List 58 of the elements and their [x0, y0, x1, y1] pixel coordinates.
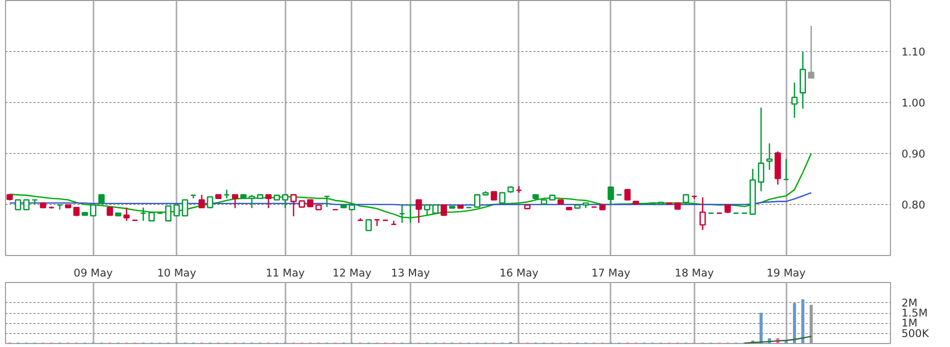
y-tick-label: 2M: [902, 296, 918, 310]
candlestick: [366, 219, 372, 232]
candlestick: [165, 205, 172, 222]
candlestick: [265, 194, 272, 209]
candlestick: [14, 199, 22, 210]
x-tick-label: 09 May: [74, 266, 113, 280]
x-tick-label: 12 May: [332, 266, 372, 280]
candlestick: [282, 194, 288, 209]
x-tick-label: 10 May: [157, 266, 196, 280]
candlestick: [424, 204, 430, 216]
candlestick: [198, 194, 205, 208]
x-tick-label: 19 May: [766, 266, 806, 280]
x-tick-label: 18 May: [674, 266, 714, 280]
candlestick: [398, 204, 406, 224]
candlestick: [474, 194, 480, 208]
candlestick: [782, 158, 790, 180]
x-tick-label: 16 May: [499, 266, 538, 280]
bar: [760, 312, 763, 344]
candlestick: [140, 206, 146, 222]
candlestick: [682, 194, 690, 205]
candlestick: [499, 192, 506, 205]
candlestick: [324, 196, 330, 208]
line-series: [9, 152, 812, 218]
candlestick: [791, 82, 798, 118]
candlestick: [248, 194, 255, 209]
bar: [801, 299, 804, 344]
line-series: [744, 336, 812, 344]
candlestick: [699, 196, 706, 231]
candlestick: [190, 194, 197, 200]
candlestick: [174, 204, 180, 216]
bar: [784, 340, 788, 344]
y-tick-label: 0.90: [902, 148, 926, 160]
candlestick: [290, 194, 297, 217]
candlestick: [608, 186, 614, 206]
candlestick: [32, 199, 38, 205]
candlestick: [766, 142, 773, 170]
candlestick: [206, 196, 214, 208]
candlestick: [624, 189, 631, 201]
y-tick-label: 0.80: [902, 198, 926, 212]
y-tick-label: 1.10: [902, 46, 926, 58]
candlestick: [123, 206, 130, 222]
candlestick: [23, 199, 30, 210]
candlestick: [691, 196, 698, 200]
x-tick-label: 13 May: [390, 266, 430, 280]
candlestick: [800, 51, 806, 110]
y-tick-label: 1.5M: [902, 306, 928, 320]
candlestick: [440, 204, 447, 216]
candlestick: [90, 204, 96, 216]
candlestick: [182, 199, 188, 216]
bar: [792, 302, 796, 344]
candlestick: [416, 199, 422, 224]
candlestick: [758, 106, 764, 192]
candlestick: [224, 189, 230, 200]
y-tick-label: 1.00: [902, 96, 926, 110]
candlestick: [407, 204, 414, 224]
x-tick-label: 11 May: [266, 266, 305, 280]
x-tick-label: 17 May: [591, 266, 630, 280]
candlestick: [232, 194, 238, 209]
